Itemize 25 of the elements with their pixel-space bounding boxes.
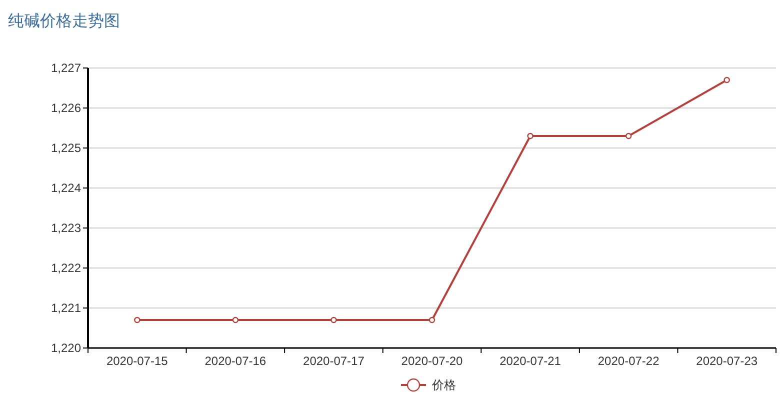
point bbox=[232, 316, 239, 324]
point bbox=[625, 132, 632, 140]
x-tick-label: 2020-07-23 bbox=[696, 354, 758, 368]
x-tick-label: 2020-07-22 bbox=[598, 354, 660, 368]
point bbox=[724, 76, 730, 84]
y-tick-label: 1,223 bbox=[50, 221, 82, 235]
x-tick-label: 2020-07-20 bbox=[401, 354, 464, 368]
x-tick-label: 2020-07-17 bbox=[303, 354, 365, 368]
y-tick-label: 1,225 bbox=[50, 141, 82, 155]
y-tick-label: 1,224 bbox=[50, 181, 82, 195]
legend: 价格 bbox=[401, 378, 456, 392]
y-tick-label: 1,222 bbox=[50, 261, 82, 275]
point bbox=[134, 316, 140, 324]
point bbox=[330, 316, 337, 324]
point bbox=[527, 132, 534, 140]
x-tick-label: 2020-07-16 bbox=[204, 354, 266, 368]
point bbox=[428, 316, 436, 324]
x-tick-label: 2020-07-15 bbox=[106, 354, 168, 368]
y-tick-label: 1,226 bbox=[50, 101, 82, 115]
y-tick-label: 1,220 bbox=[50, 341, 82, 355]
y-tick-label: 1,227 bbox=[50, 61, 82, 75]
title: 纯碱价格走势图 bbox=[8, 13, 120, 30]
x-tick-label: 2020-07-21 bbox=[500, 354, 562, 368]
legend-label: 价格 bbox=[431, 378, 456, 392]
y-tick-label: 1,221 bbox=[50, 301, 82, 315]
